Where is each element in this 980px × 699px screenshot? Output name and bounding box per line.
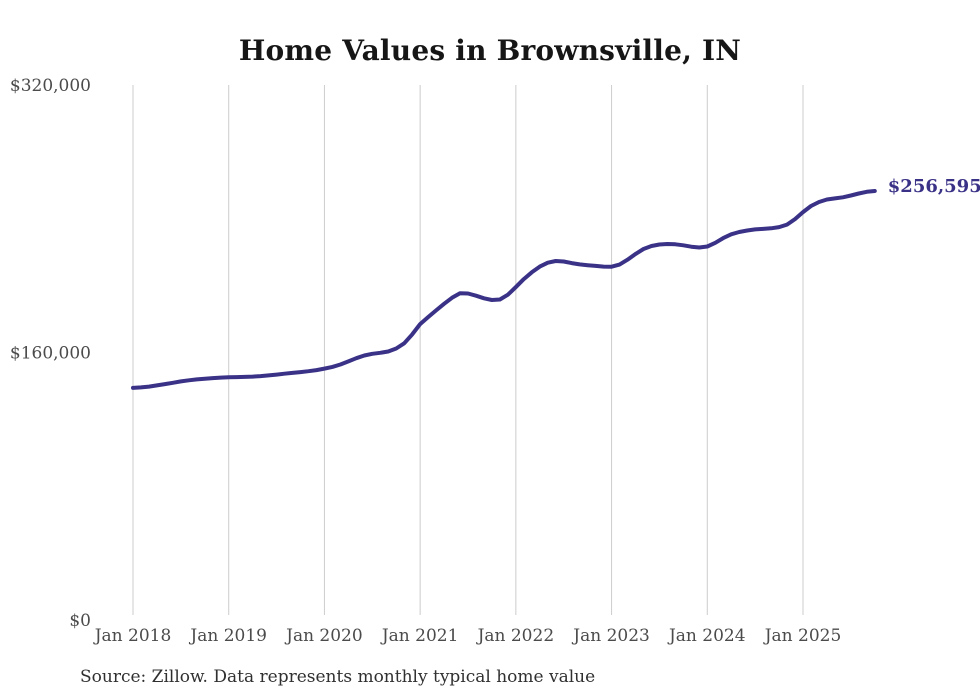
y-axis-label: $160,000 (10, 344, 91, 364)
x-axis-label: Jan 2024 (667, 626, 746, 646)
x-axis-label: Jan 2020 (284, 626, 363, 646)
x-axis-label: Jan 2018 (93, 626, 172, 646)
x-axis-label: Jan 2025 (763, 626, 842, 646)
latest-value-label: $256,595 (888, 176, 980, 197)
y-axis-label: $0 (69, 611, 91, 631)
x-axis-label: Jan 2021 (380, 626, 459, 646)
x-axis-label: Jan 2019 (188, 626, 267, 646)
y-axis-label: $320,000 (10, 76, 91, 96)
home-value-line-series (131, 189, 877, 390)
source-note: Source: Zillow. Data represents monthly … (80, 667, 596, 687)
x-axis-label: Jan 2022 (476, 626, 555, 646)
x-axis-label: Jan 2023 (571, 626, 650, 646)
chart-title: Home Values in Brownsville, IN (238, 34, 742, 67)
